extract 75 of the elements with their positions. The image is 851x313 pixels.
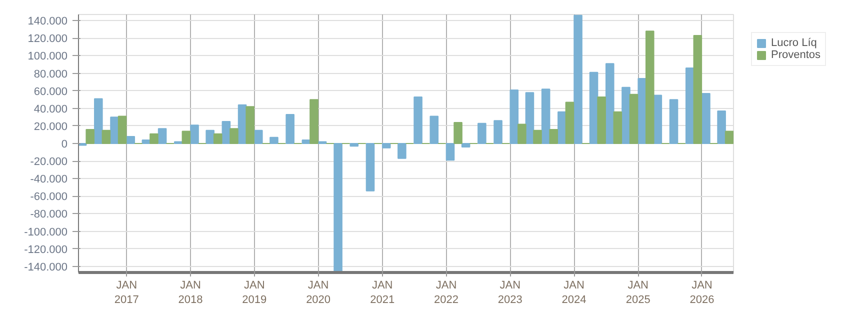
bar <box>525 92 534 144</box>
bar <box>190 124 199 144</box>
bar <box>230 128 238 144</box>
bar <box>724 130 734 144</box>
y-tick-label: 20.000 <box>34 120 68 133</box>
bar <box>118 116 127 144</box>
y-tick-label: -60.000 <box>30 191 68 204</box>
x-tick-label: JAN 2019 <box>242 280 267 306</box>
bar <box>702 92 710 144</box>
y-tick-label: 60.000 <box>34 86 68 98</box>
bar <box>605 63 614 144</box>
bar <box>446 143 455 161</box>
bar <box>254 130 263 144</box>
bar <box>669 99 678 144</box>
bar <box>246 106 254 144</box>
bar <box>150 133 158 144</box>
bar <box>645 30 654 144</box>
bar <box>382 143 391 148</box>
bar <box>613 111 622 144</box>
bar <box>414 96 422 144</box>
x-tick-label: JAN 2021 <box>370 280 395 306</box>
y-tick-label: -20.000 <box>30 156 68 168</box>
y-tick-label: -40.000 <box>30 174 68 186</box>
bar <box>286 114 294 144</box>
bar <box>685 68 694 144</box>
y-tick-label: -120.000 <box>24 244 68 256</box>
y-tick-label: 0 <box>61 138 68 150</box>
y-tick-label: 80.000 <box>34 68 68 80</box>
bar <box>574 14 582 144</box>
y-tick-label: 120.000 <box>28 33 68 46</box>
x-tick-label: JAN 2025 <box>626 280 650 306</box>
bar <box>597 96 606 144</box>
legend-label: Lucro Líq <box>771 37 817 49</box>
y-tick-label: 100.000 <box>28 50 68 63</box>
x-tick-label: JAN 2023 <box>498 280 522 306</box>
bar <box>518 124 526 144</box>
bar <box>693 35 702 144</box>
bar <box>334 143 342 272</box>
bar <box>430 116 439 144</box>
y-tick-label: -140.000 <box>24 261 68 274</box>
bar <box>478 122 486 144</box>
bar <box>94 98 103 144</box>
bar <box>213 133 222 144</box>
x-tick-label: JAN 2024 <box>562 280 586 306</box>
bar <box>102 130 111 144</box>
bar <box>398 143 406 159</box>
x-tick-label: JAN 2017 <box>114 280 139 306</box>
y-tick-label: 140.000 <box>28 16 68 28</box>
bar <box>126 136 136 144</box>
bar <box>350 143 359 147</box>
bar <box>565 102 574 144</box>
bar <box>549 128 558 144</box>
y-tick-label: -80.000 <box>30 208 68 221</box>
x-tick-label: JAN 2022 <box>434 280 459 306</box>
x-tick-label: JAN 2018 <box>178 280 203 306</box>
bar <box>510 89 519 144</box>
y-tick-label: 40.000 <box>34 103 68 116</box>
bar <box>86 128 94 144</box>
x-tick-label: JAN 2026 <box>690 280 714 306</box>
bar <box>366 143 375 192</box>
legend-label: Proventos <box>771 49 821 61</box>
bar <box>717 110 726 144</box>
bar <box>270 136 278 144</box>
bar <box>629 94 638 144</box>
bar <box>454 122 462 144</box>
bar <box>206 130 214 144</box>
x-tick-label: JAN 2020 <box>306 280 331 306</box>
bar <box>533 130 542 144</box>
bar <box>461 143 470 148</box>
bar <box>494 120 502 144</box>
y-tick-label: -100.000 <box>24 226 68 238</box>
bar <box>310 99 318 144</box>
bar <box>541 88 550 144</box>
bar <box>182 130 191 144</box>
bar <box>158 128 167 144</box>
